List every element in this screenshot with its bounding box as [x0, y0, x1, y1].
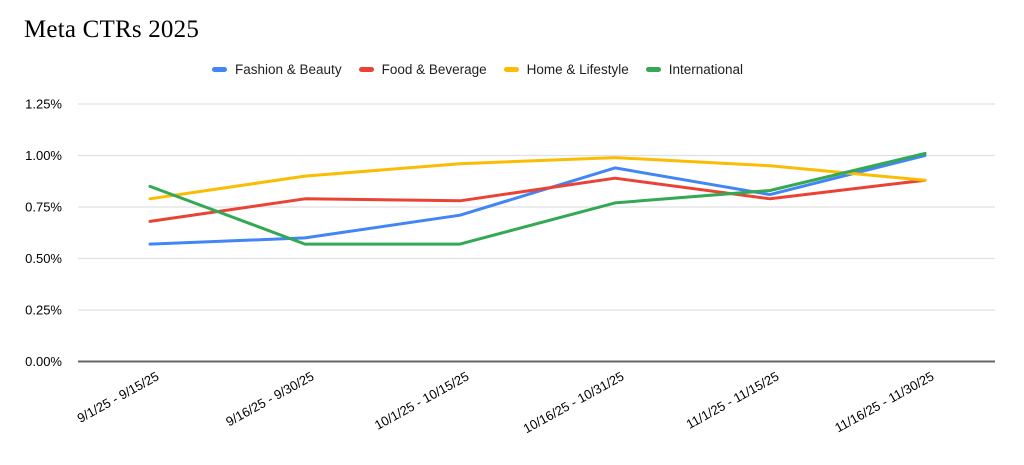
legend-swatch-icon	[503, 67, 519, 72]
x-tick-label: 11/1/25 - 11/15/25	[684, 369, 782, 432]
y-tick-label: 1.25%	[25, 97, 62, 112]
legend-label: Home & Lifestyle	[526, 62, 629, 77]
legend-swatch-icon	[212, 67, 227, 72]
series-line-home-lifestyle[interactable]	[148, 156, 927, 201]
series-line-food-beverage[interactable]	[148, 176, 927, 223]
series-line-fashion-beauty[interactable]	[148, 154, 927, 246]
legend-label: International	[668, 62, 744, 77]
x-tick-label: 10/16/25 - 10/31/25	[521, 369, 627, 437]
y-tick-label: 1.00%	[25, 148, 62, 163]
x-tick-label: 10/1/25 - 10/15/25	[372, 369, 472, 433]
legend-item-fashion-beauty[interactable]: Fashion & Beauty	[212, 62, 342, 77]
legend-item-international[interactable]: International	[645, 62, 744, 77]
y-tick-label: 0.00%	[25, 354, 62, 369]
y-tick-label: 0.75%	[25, 200, 62, 215]
legend-label: Food & Beverage	[381, 62, 487, 77]
y-tick-label: 0.50%	[25, 251, 62, 266]
legend-swatch-icon	[645, 67, 661, 72]
chart-title: Meta CTRs 2025	[24, 16, 200, 43]
legend-label: Fashion & Beauty	[235, 62, 342, 77]
x-tick-label: 9/16/25 - 9/30/25	[223, 369, 316, 430]
legend-swatch-icon	[358, 67, 374, 72]
x-tick-label: 11/16/25 - 11/30/25	[832, 369, 936, 436]
x-tick-label: 9/1/25 - 9/15/25	[75, 369, 162, 426]
chart-legend: Fashion & Beauty Food & Beverage Home & Li…	[212, 62, 743, 77]
series-line-international[interactable]	[148, 151, 927, 246]
y-tick-label: 0.25%	[25, 303, 62, 318]
legend-item-home-lifestyle[interactable]: Home & Lifestyle	[503, 62, 629, 77]
legend-item-food-beverage[interactable]: Food & Beverage	[358, 62, 487, 77]
